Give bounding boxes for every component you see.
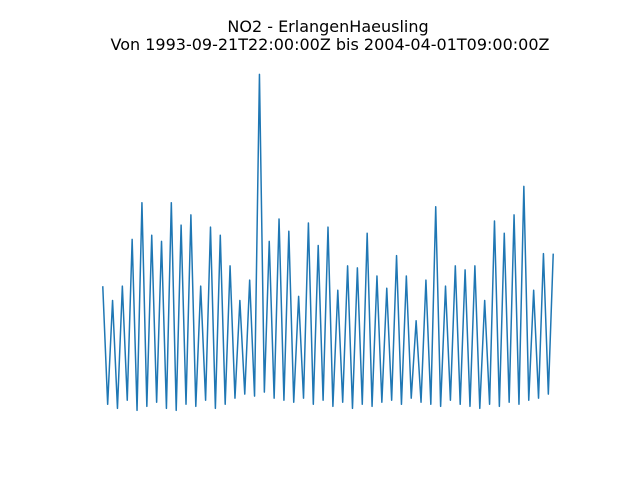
chart-title: NO2 - ErlangenHaeusling bbox=[227, 17, 428, 36]
chart-subtitle: Von 1993-09-21T22:00:00Z bis 2004-04-01T… bbox=[111, 35, 550, 54]
series-line bbox=[102, 73, 554, 412]
